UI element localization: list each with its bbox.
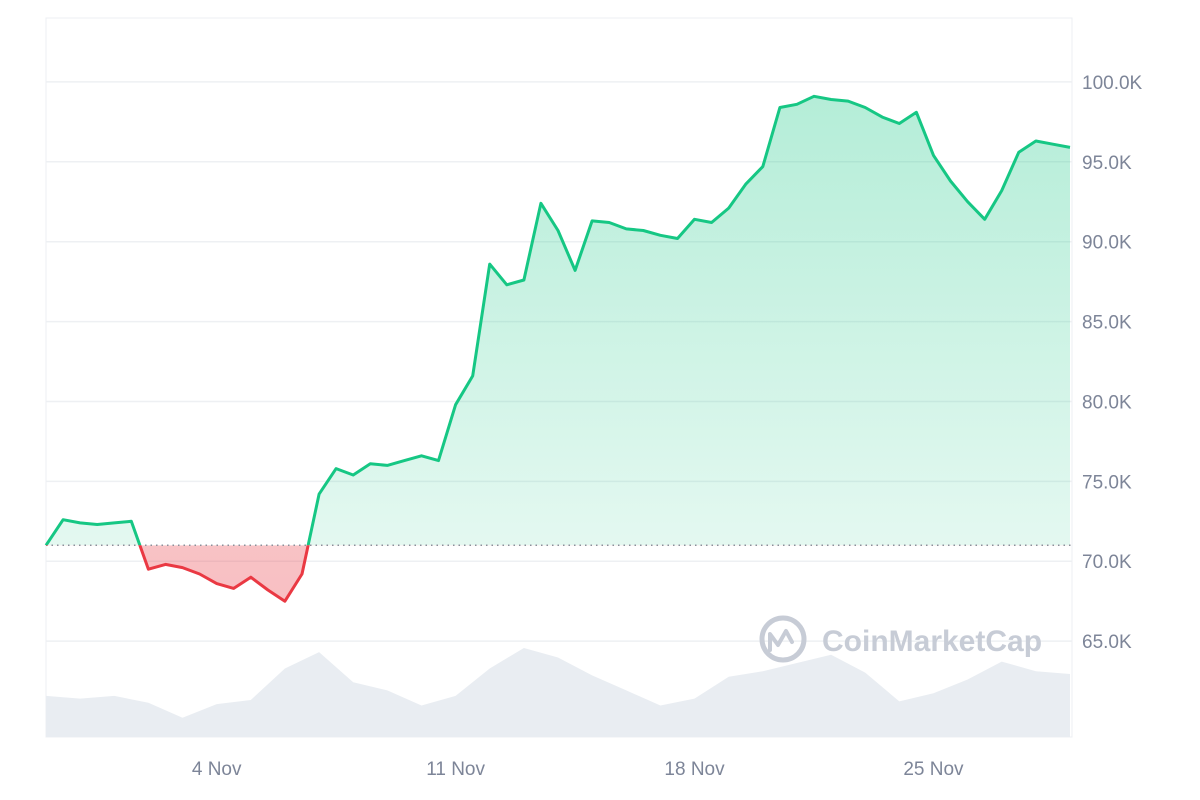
price-area-below-baseline [46,545,1070,602]
coinmarketcap-logo-icon [759,615,807,663]
watermark-text: CoinMarketCap [822,625,1042,658]
x-tick-label: 18 Nov [664,759,725,780]
y-tick-label: 100.0K [1082,73,1143,94]
volume-area [46,648,1070,737]
y-tick-label: 65.0K [1082,632,1132,653]
coinmarketcap-watermark: CoinMarketCap [759,615,1042,663]
x-tick-label: 11 Nov [426,759,485,780]
x-tick-label: 25 Nov [903,759,964,780]
y-tick-label: 75.0K [1082,472,1132,493]
y-tick-label: 90.0K [1082,233,1132,254]
price-line-up [44,94,1071,546]
y-tick-label: 80.0K [1082,392,1132,413]
x-tick-label: 4 Nov [192,759,242,780]
x-axis: 4 Nov 11 Nov 18 Nov 25 Nov [192,759,964,780]
price-line-down [45,545,310,603]
price-line [44,94,1071,603]
y-tick-label: 85.0K [1082,313,1132,334]
y-tick-label: 95.0K [1082,153,1132,174]
volume-silhouette [46,648,1070,737]
y-axis: 100.0K 95.0K 90.0K 85.0K 80.0K 75.0K 70.0K 65.0… [1082,73,1143,653]
price-area [46,96,1070,602]
price-area-above-baseline [46,96,1070,546]
y-tick-label: 70.0K [1082,552,1132,573]
